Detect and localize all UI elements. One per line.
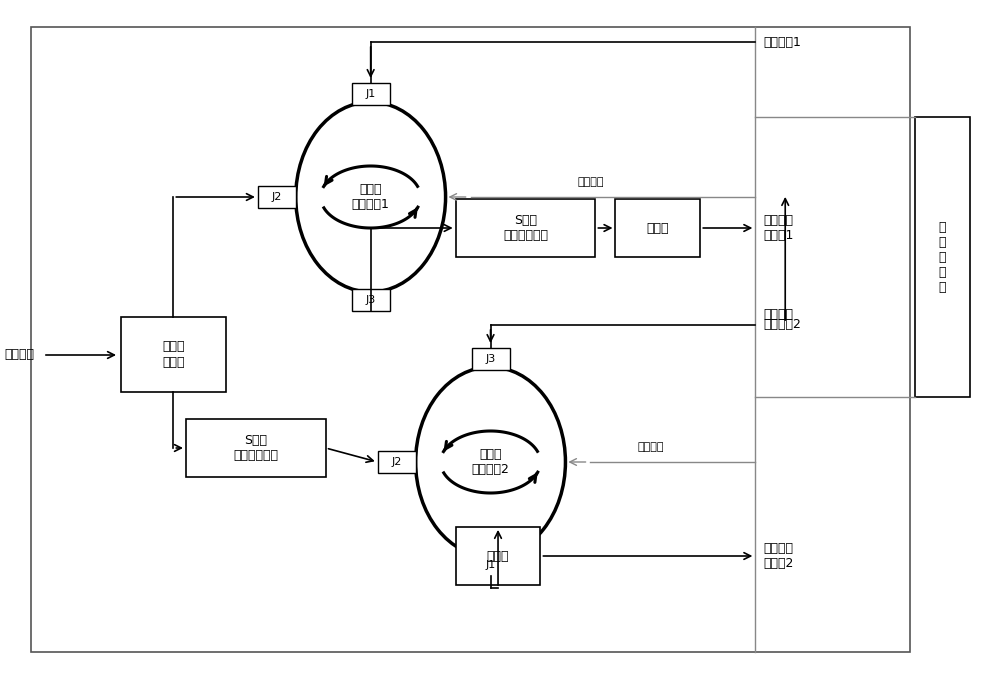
Text: J1: J1 bbox=[366, 89, 376, 99]
Text: 控制信号: 控制信号 bbox=[577, 177, 604, 187]
Text: 第三天线: 第三天线 bbox=[763, 309, 793, 322]
Bar bbox=[615, 199, 700, 257]
Bar bbox=[456, 527, 540, 585]
Text: J2: J2 bbox=[391, 457, 402, 467]
Bar bbox=[472, 348, 510, 370]
Text: 衰减器: 衰减器 bbox=[487, 550, 509, 563]
Text: S波段
光纤延迟组件: S波段 光纤延迟组件 bbox=[233, 434, 278, 462]
Text: 控
制
计
算
机: 控 制 计 算 机 bbox=[939, 221, 946, 294]
Text: J2: J2 bbox=[272, 192, 282, 202]
Text: J1: J1 bbox=[485, 560, 496, 570]
Ellipse shape bbox=[416, 367, 565, 557]
Text: 一分二
功分器: 一分二 功分器 bbox=[162, 341, 185, 368]
Text: 辅助天线1: 辅助天线1 bbox=[763, 35, 801, 49]
Bar bbox=[378, 451, 416, 473]
Bar bbox=[31, 27, 910, 652]
Bar bbox=[456, 199, 595, 257]
Text: 辅助接收
机通道1: 辅助接收 机通道1 bbox=[763, 214, 794, 242]
Text: 衰减器: 衰减器 bbox=[647, 221, 669, 234]
Bar bbox=[352, 83, 390, 105]
Text: 测试模块: 测试模块 bbox=[4, 349, 34, 362]
Bar bbox=[472, 554, 510, 576]
Ellipse shape bbox=[296, 102, 446, 292]
Text: 控制信号: 控制信号 bbox=[637, 442, 664, 452]
Bar bbox=[352, 289, 390, 311]
Text: J3: J3 bbox=[366, 295, 376, 305]
Text: 辅助接收
机通道2: 辅助接收 机通道2 bbox=[763, 542, 794, 570]
Text: 辅助天线2: 辅助天线2 bbox=[763, 318, 801, 332]
Text: J3: J3 bbox=[485, 354, 496, 364]
Text: 三端口
电子开具2: 三端口 电子开具2 bbox=[472, 448, 509, 476]
Text: S波段
光纤延迟组件: S波段 光纤延迟组件 bbox=[503, 214, 548, 242]
Bar bbox=[186, 419, 326, 477]
Text: 三端口
电子开具1: 三端口 电子开具1 bbox=[352, 183, 390, 211]
Bar bbox=[121, 317, 226, 392]
Bar bbox=[915, 117, 970, 397]
Bar bbox=[258, 186, 296, 208]
